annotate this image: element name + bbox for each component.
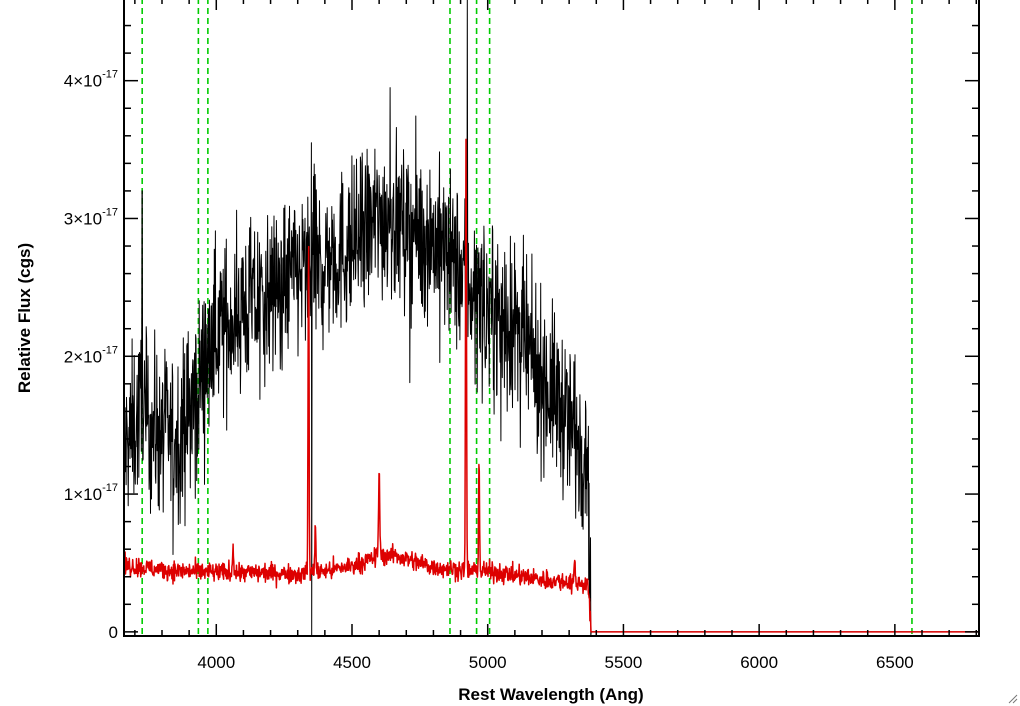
x-tick-label: 6500 [876, 653, 914, 672]
y-tick-label: 3×10-17 [64, 206, 118, 228]
y-tick-exponent: -17 [102, 344, 118, 356]
y-tick-mantissa: 2×10 [64, 347, 102, 366]
y-tick-mantissa: 1×10 [64, 485, 102, 504]
y-tick-exponent: -17 [102, 206, 118, 218]
y-axis-title: Relative Flux (cgs) [15, 243, 34, 393]
plot-frame [123, 0, 980, 637]
resize-grip-icon[interactable] [1006, 692, 1018, 704]
y-tick-label: 0 [109, 623, 118, 642]
x-axis-title: Rest Wavelength (Ang) [458, 685, 643, 704]
x-tick-label: 6000 [740, 653, 778, 672]
y-tick-label: 1×10-17 [64, 482, 118, 504]
x-axis-ticks: 4000 4500 5000 5500 6000 6500 [134, 0, 978, 672]
y-axis-ticks: 01×10-172×10-173×10-174×10-17 [64, 24, 979, 642]
emission-line-markers [141, 0, 913, 636]
x-tick-label: 5500 [605, 653, 643, 672]
x-tick-label: 4500 [333, 653, 371, 672]
x-tick-label: 4000 [197, 653, 235, 672]
y-tick-mantissa: 0 [109, 623, 118, 642]
series-group [123, 0, 980, 637]
y-tick-label: 4×10-17 [64, 69, 118, 91]
x-tick-label: 5000 [469, 653, 507, 672]
y-tick-mantissa: 4×10 [64, 72, 102, 91]
series-line-model [123, 138, 980, 633]
y-tick-exponent: -17 [102, 482, 118, 494]
series-line-observed [123, 0, 980, 637]
y-tick-label: 2×10-17 [64, 344, 118, 366]
y-tick-mantissa: 3×10 [64, 209, 102, 228]
y-tick-exponent: -17 [102, 69, 118, 81]
